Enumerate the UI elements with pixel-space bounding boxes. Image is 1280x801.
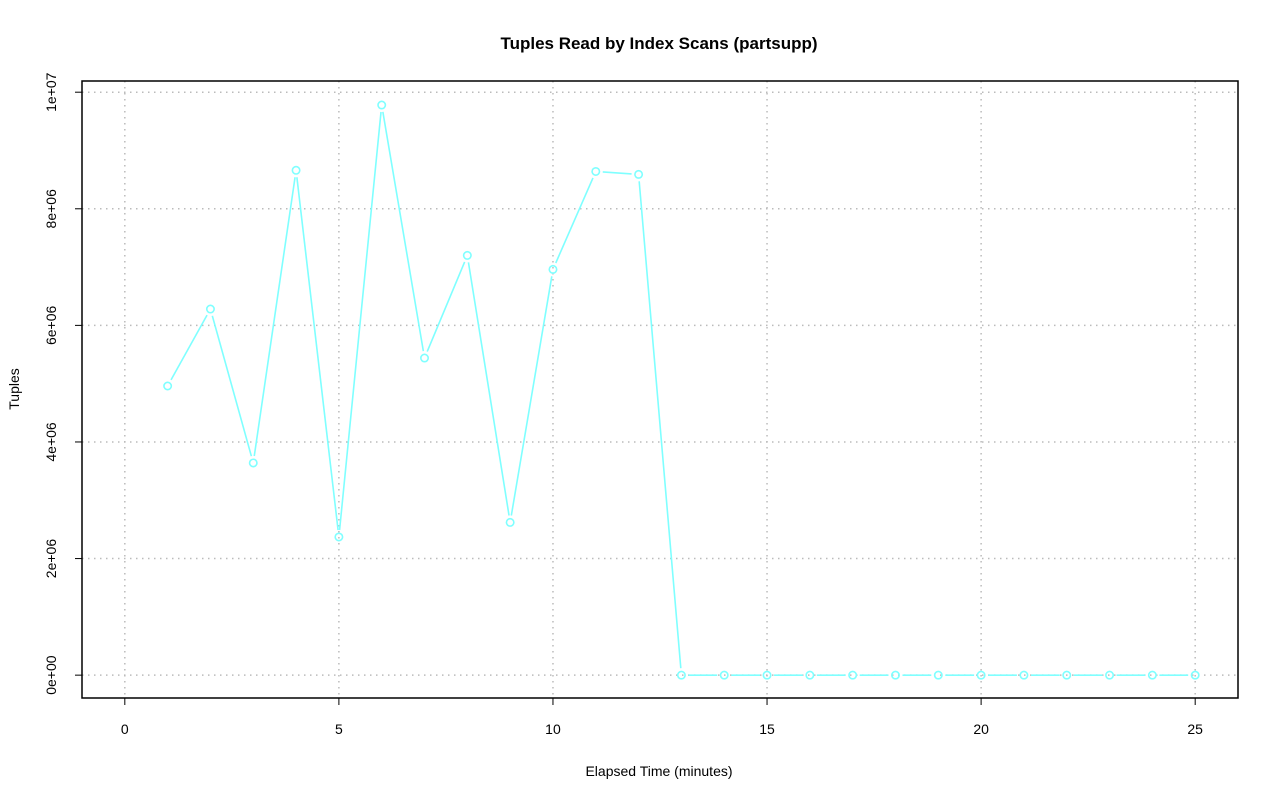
series-segment <box>602 171 632 175</box>
data-point <box>933 670 943 680</box>
data-point <box>334 532 344 542</box>
data-point <box>1105 670 1115 680</box>
y-tick-label: 4e+06 <box>43 422 59 462</box>
data-point <box>291 165 301 175</box>
data-point <box>248 458 258 468</box>
x-tick-label: 15 <box>759 721 775 737</box>
data-point <box>976 670 986 680</box>
x-tick-label: 5 <box>335 721 343 737</box>
y-tick-label: 2e+06 <box>43 539 59 579</box>
y-tick-label: 1e+07 <box>43 72 59 112</box>
data-point <box>548 264 558 274</box>
x-axis-label: Elapsed Time (minutes) <box>585 763 732 779</box>
series-segment <box>638 181 682 669</box>
y-axis: 0e+00 2e+06 4e+06 6e+06 8e+06 1e+07 <box>43 72 83 695</box>
data-point <box>805 670 815 680</box>
series-segment <box>170 314 208 381</box>
series-segment <box>426 261 466 352</box>
y-tick-label: 6e+06 <box>43 306 59 346</box>
data-point <box>890 670 900 680</box>
series <box>163 100 1200 680</box>
series-segment <box>211 315 253 457</box>
data-point <box>1147 670 1157 680</box>
series-segment <box>555 177 594 264</box>
data-point <box>505 517 515 527</box>
data-point <box>719 670 729 680</box>
plot-frame <box>81 80 1239 699</box>
data-point <box>462 250 472 260</box>
data-point <box>848 670 858 680</box>
data-point <box>1062 670 1072 680</box>
grid <box>82 81 1238 698</box>
data-point <box>377 100 387 110</box>
chart-title: Tuples Read by Index Scans (partsupp) <box>500 34 817 53</box>
series-segment <box>296 177 339 531</box>
series-segment <box>382 111 425 352</box>
data-point <box>420 353 430 363</box>
data-point <box>676 670 686 680</box>
data-point <box>163 381 173 391</box>
x-tick-label: 25 <box>1187 721 1203 737</box>
x-tick-label: 0 <box>121 721 129 737</box>
series-segment <box>338 111 382 531</box>
data-point <box>762 670 772 680</box>
data-point <box>205 304 215 314</box>
y-tick-label: 8e+06 <box>43 189 59 229</box>
x-tick-label: 20 <box>973 721 989 737</box>
series-segment <box>467 262 510 516</box>
data-point <box>634 169 644 179</box>
data-point <box>1190 670 1200 680</box>
x-axis: 0 5 10 15 20 25 <box>121 697 1203 737</box>
series-segment <box>253 177 296 457</box>
y-axis-label: Tuples <box>6 368 22 410</box>
x-tick-label: 10 <box>545 721 561 737</box>
series-segment <box>510 276 553 516</box>
data-point <box>591 166 601 176</box>
data-point <box>1019 670 1029 680</box>
y-tick-label: 0e+00 <box>43 655 59 695</box>
